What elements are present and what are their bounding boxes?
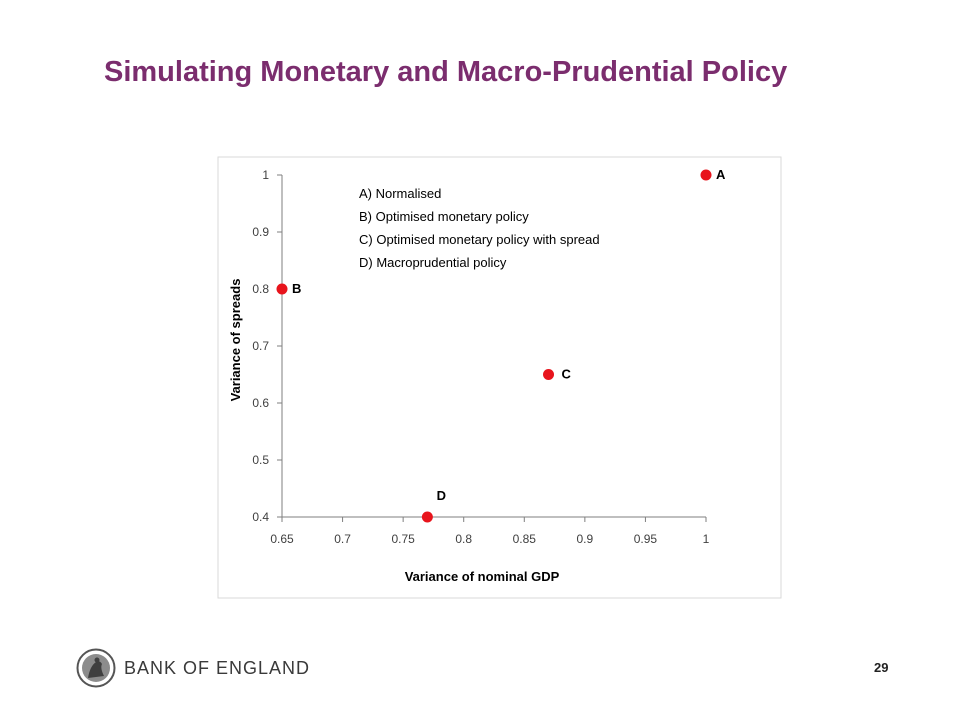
x-tick-label: 0.8: [455, 532, 472, 546]
data-point-d: [421, 511, 433, 523]
x-tick-label: 0.9: [577, 532, 594, 546]
bank-brand-name: BANK OF ENGLAND: [124, 658, 311, 678]
data-point-b: [276, 283, 288, 295]
y-tick-label: 0.4: [252, 510, 269, 524]
legend-annotation-line: A) Normalised: [359, 186, 441, 201]
legend-annotation-line: B) Optimised monetary policy: [359, 209, 529, 224]
slide-title: Simulating Monetary and Macro-Prudential…: [104, 56, 788, 88]
data-point-c: [543, 369, 555, 380]
x-tick-label: 0.95: [634, 532, 658, 546]
legend-annotation-line: D) Macroprudential policy: [359, 255, 507, 270]
x-axis-title: Variance of nominal GDP: [405, 569, 560, 584]
data-point-label: D: [437, 488, 446, 503]
data-point-label: B: [292, 281, 301, 296]
bank-of-england-seal-icon: [76, 648, 116, 688]
y-tick-label: 0.7: [252, 339, 269, 353]
chart-frame: [217, 156, 782, 599]
x-tick-label: 1: [703, 532, 710, 546]
x-tick-label: 0.75: [391, 532, 415, 546]
y-tick-label: 0.9: [252, 225, 269, 239]
page-number: 29: [874, 660, 889, 675]
y-tick-label: 0.5: [252, 453, 269, 467]
data-point-label: C: [562, 367, 572, 382]
x-tick-label: 0.65: [270, 532, 294, 546]
legend-annotation-line: C) Optimised monetary policy with spread: [359, 232, 600, 247]
data-point-label: A: [716, 167, 726, 182]
y-tick-label: 0.8: [252, 282, 269, 296]
y-tick-label: 0.6: [252, 396, 269, 410]
y-tick-label: 1: [262, 168, 269, 182]
y-axis-title: Variance of spreads: [228, 279, 243, 402]
x-tick-label: 0.85: [513, 532, 537, 546]
x-tick-label: 0.7: [334, 532, 351, 546]
data-point-a: [700, 169, 712, 181]
